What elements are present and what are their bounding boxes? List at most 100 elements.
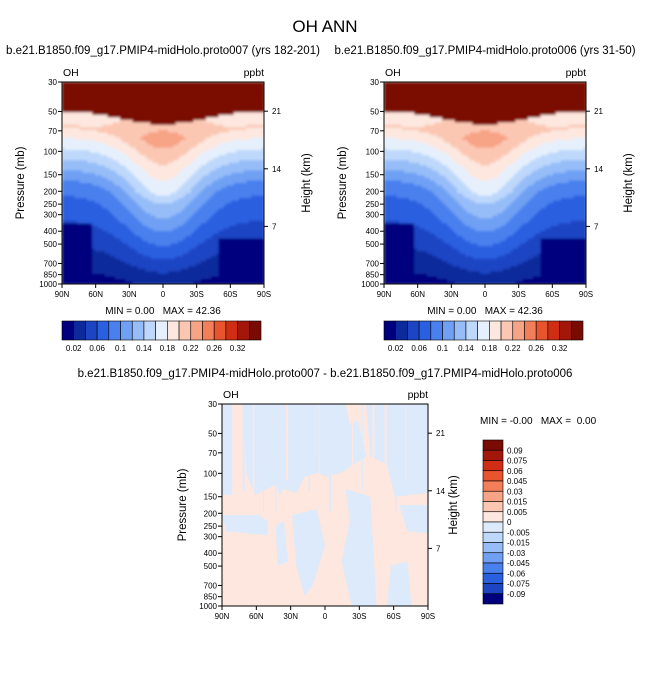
- colorbar-swatch: [237, 320, 250, 341]
- diff-region: [366, 404, 428, 497]
- colorbar-swatch: [155, 320, 168, 341]
- panel-a-y-tick-label: 100: [44, 147, 58, 156]
- panel-b-y-tick-label: 300: [366, 211, 380, 220]
- colorbar-swatch: [482, 470, 504, 482]
- panel-c-y-tick-label: 850: [204, 593, 218, 602]
- colorbar-label: 0.18: [160, 344, 176, 353]
- colorbar-swatch: [225, 320, 238, 341]
- colorbar-swatch: [465, 320, 478, 341]
- colorbar-swatch: [178, 320, 192, 341]
- panel-b-stats: MIN = 0.00 MAX = 42.36: [427, 306, 543, 317]
- panel-b-x-tick-label: 30N: [444, 290, 459, 299]
- figure-title: OH ANN: [292, 17, 357, 36]
- panel-b-colorbar: 0.02 0.06 0.1 0.14 0.18 0.22 0.26 0.32: [383, 320, 584, 353]
- diff-region: [386, 561, 412, 606]
- colorbar-swatch: [482, 460, 504, 472]
- panel-a-y-tick-label: 400: [44, 227, 58, 236]
- colorbar-swatch: [430, 320, 443, 341]
- colorbar-label: 0.32: [552, 344, 568, 353]
- panel-a-y-tick-label: 500: [44, 240, 58, 249]
- panel-c-left-label: OH: [223, 389, 239, 401]
- panel-c-height-tick-label: 21: [436, 429, 445, 438]
- colorbar-swatch: [190, 320, 203, 341]
- colorbar-label: 0.18: [482, 344, 498, 353]
- panel-b-y-tick-label: 500: [366, 240, 380, 249]
- diff-region: [252, 404, 255, 501]
- colorbar-label: 0.26: [206, 344, 222, 353]
- panel-b-y-tick-label: 150: [366, 171, 380, 180]
- panel-c-x-tick-label: 60S: [387, 612, 401, 621]
- colorbar-swatch: [482, 542, 504, 554]
- panel-a-y-tick-label: 1000: [39, 280, 57, 289]
- panel-a-height-ticks: 21 14 7: [264, 107, 281, 231]
- panel-a-y-tick-label: 250: [44, 200, 58, 209]
- panel-b-left-label: OH: [385, 67, 401, 79]
- diff-region: [242, 404, 245, 491]
- panel-a-height-tick-label: 21: [272, 107, 281, 116]
- panel-c-y-tick-label: 1000: [199, 602, 217, 611]
- colorbar-swatch: [482, 439, 504, 451]
- colorbar-swatch: [489, 320, 502, 341]
- diff-region: [292, 509, 325, 596]
- colorbar-swatch: [482, 572, 504, 584]
- diff-region: [285, 404, 288, 481]
- panel-b-x-tick-label: 90N: [377, 290, 392, 299]
- panel-c-y-label: Pressure (mb): [177, 468, 189, 541]
- colorbar-label: -0.075: [507, 580, 530, 589]
- panel-a-x-tick-label: 60N: [88, 290, 103, 299]
- colorbar-label: 0.06: [507, 467, 523, 476]
- panel-a-height-tick-label: 14: [272, 165, 281, 174]
- panel-c-x-tick-label: 30S: [352, 612, 366, 621]
- diff-region: [399, 505, 428, 534]
- panel-c-y-tick-label: 500: [204, 562, 218, 571]
- colorbar-label: 0.22: [505, 344, 521, 353]
- colorbar-swatch: [559, 320, 572, 341]
- panel-b-height-tick-label: 14: [594, 165, 603, 174]
- diff-region: [271, 404, 319, 495]
- panel-a-y-tick-label: 700: [44, 259, 58, 268]
- panel-b-y-label: Pressure (mb): [337, 146, 349, 219]
- panel-c-y-tick-label: 400: [204, 549, 218, 558]
- colorbar-swatch: [73, 320, 86, 341]
- colorbar-swatch: [418, 320, 432, 341]
- panel-b-x-tick-label: 30S: [512, 290, 526, 299]
- diff-region: [351, 404, 354, 481]
- colorbar-label: 0.02: [388, 344, 404, 353]
- colorbar-swatch: [120, 320, 133, 341]
- colorbar-label: 0.015: [507, 498, 528, 507]
- panel-c-y-tick-label: 200: [204, 509, 218, 518]
- colorbar-swatch: [500, 320, 514, 341]
- colorbar-swatch: [482, 583, 504, 595]
- colorbar-swatch: [96, 320, 110, 341]
- panel-b-plot-area: [384, 82, 586, 284]
- diff-region: [232, 404, 234, 481]
- panel-c-height-tick-label: 7: [436, 544, 441, 553]
- panel-c-diff-field: [222, 404, 428, 606]
- panel-b-x-tick-label: 90S: [579, 290, 593, 299]
- diff-region: [296, 404, 298, 491]
- panel-b-x-tick-label: 60S: [545, 290, 559, 299]
- colorbar-label: 0.22: [183, 344, 199, 353]
- colorbar-swatch: [395, 320, 408, 341]
- colorbar-label: 0.06: [89, 344, 105, 353]
- panel-a-y-tick-label: 300: [44, 211, 58, 220]
- panel-c-x-tick-label: 90S: [421, 612, 435, 621]
- colorbar-label: 0.02: [66, 344, 82, 353]
- panel-c-y-tick-label: 30: [208, 400, 217, 409]
- contour-cells: [62, 82, 264, 284]
- panel-b-height-label: Height (km): [623, 153, 635, 213]
- colorbar-swatch: [453, 320, 467, 341]
- panel-b-contour-field: [384, 82, 586, 284]
- colorbar-label: 0.1: [115, 344, 127, 353]
- panel-a-x-tick-label: 30S: [190, 290, 204, 299]
- diff-region: [222, 515, 268, 536]
- colorbar-swatch: [442, 320, 455, 341]
- panel-a-right-label: ppbt: [244, 67, 265, 79]
- panel-a-colorbar: 0.02 0.06 0.1 0.14 0.18 0.22 0.26 0.32: [61, 320, 262, 353]
- diff-region: [263, 404, 265, 512]
- panel-c-y-tick-label: 150: [204, 493, 218, 502]
- panel-c-y-tick-label: 50: [208, 429, 217, 438]
- panel-a-title: b.e21.B1850.f09_g17.PMIP4-midHolo.proto0…: [6, 45, 320, 57]
- panel-c-x-tick-label: 30N: [283, 612, 298, 621]
